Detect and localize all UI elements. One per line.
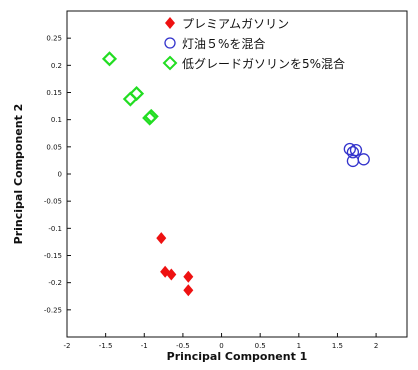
x-tick-label: 2 (374, 342, 378, 350)
y-tick-label: 0.15 (46, 89, 62, 97)
legend-marker-low-grade (162, 55, 178, 71)
x-axis-label: Principal Component 1 (167, 350, 308, 363)
x-tick-label: -0.5 (176, 342, 190, 350)
low-grade-point (128, 86, 145, 102)
kerosene-point (346, 146, 360, 159)
legend-marker-kerosene (164, 37, 176, 49)
y-tick-label: 0.2 (51, 62, 62, 70)
premium-point (183, 270, 194, 283)
y-tick-label: -0.25 (44, 306, 62, 314)
y-tick-label: -0.2 (48, 279, 62, 287)
x-tick-label: 0.5 (255, 342, 266, 350)
axis-ticks: -2 -1.5 -1 -0.5 0 0.5 1 1.5 2 -0.25 -0.2 -0.15 -0.1 -… (44, 35, 378, 350)
legend-marker-premium (165, 17, 175, 29)
x-tick-label: 1 (297, 342, 301, 350)
x-tick-label: -1.5 (99, 342, 113, 350)
plot-frame (66, 10, 408, 338)
x-tick-label: -2 (64, 342, 71, 350)
kerosene-point (349, 143, 363, 157)
legend-label-premium: プレミアムガソリン (182, 17, 289, 31)
low-grade-point (143, 108, 159, 124)
legend: プレミアムガソリン 灯油５%を混合 低グレードガソリンを5%混合 (162, 17, 345, 71)
y-tick-label: 0.05 (46, 143, 62, 151)
y-tick-label: -0.1 (48, 225, 62, 233)
premium-point (166, 268, 177, 281)
x-tick-label: 0 (219, 342, 223, 350)
y-tick-label: 0.25 (46, 35, 62, 43)
low-grade-point (101, 51, 118, 67)
premium-point (156, 232, 167, 245)
kerosene-point (357, 153, 370, 166)
y-axis-label: Principal Component 2 (12, 104, 25, 245)
y-tick-label: -0.15 (44, 252, 62, 260)
kerosene-point (343, 142, 356, 156)
data-points (101, 51, 370, 297)
legend-label-kerosene: 灯油５%を混合 (182, 36, 265, 51)
x-tick-label: -1 (141, 342, 148, 350)
y-tick-label: 0.1 (51, 116, 62, 124)
x-tick-label: 1.5 (332, 342, 343, 350)
y-tick-label: -0.05 (44, 198, 62, 206)
premium-point (183, 284, 194, 297)
legend-label-low-grade: 低グレードガソリンを5%混合 (182, 56, 345, 71)
y-tick-label: 0 (58, 171, 62, 179)
